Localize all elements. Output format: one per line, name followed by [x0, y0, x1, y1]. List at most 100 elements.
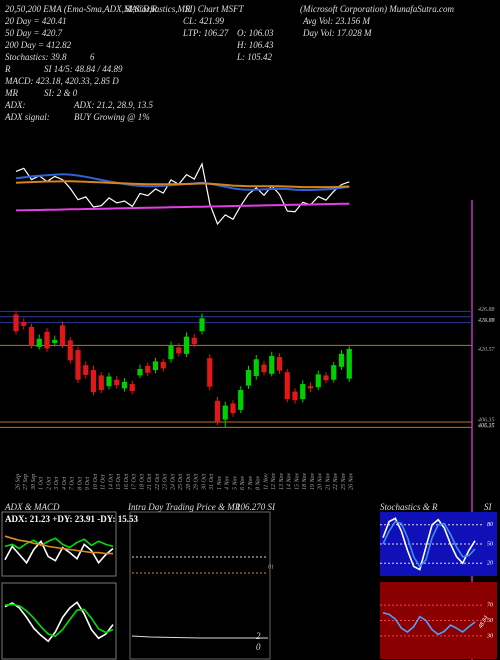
header-text: 20,50,200 EMA (Ema-Sma,ADX,MACD,R — [5, 4, 158, 14]
y-tick-label: 30 — [486, 633, 493, 639]
header-text: ADX: — [4, 100, 26, 110]
header-text: O: 106.03 — [237, 28, 274, 38]
candle-body — [13, 314, 19, 332]
header-text: orporation) MunafaSutra.com — [345, 4, 454, 14]
x-tick-label: 11 Nov — [263, 473, 269, 490]
x-tick-label: 28 Oct — [186, 474, 192, 490]
header-text: MR — [4, 88, 18, 98]
candle-body — [338, 353, 345, 367]
x-tick-label: 15 Nov — [294, 472, 300, 490]
level-label: 425.88 — [478, 317, 495, 324]
x-tick-label: 9 Oct — [85, 477, 91, 490]
x-tick-label: 7 Nov — [248, 475, 254, 490]
adx-box — [1, 511, 117, 577]
candle-body — [83, 365, 89, 375]
header-text: H: 106.43 — [236, 40, 274, 50]
header-text: 50 Day = 420.7 — [5, 28, 63, 38]
x-tick-label: 23 Oct — [163, 474, 169, 490]
candle-body — [98, 375, 104, 390]
candle-body — [261, 364, 267, 373]
candle-body — [28, 326, 35, 346]
x-tick-label: 14 Nov — [286, 472, 293, 490]
candle-body — [59, 325, 66, 346]
intraday-subtitle: 106.270 SI — [236, 502, 276, 512]
header-text: ADX signal: — [4, 112, 50, 122]
candle-body — [160, 361, 166, 369]
candle-body — [315, 374, 321, 388]
candle-body — [21, 322, 27, 326]
x-tick-label: 12 Nov — [271, 472, 277, 490]
x-tick-label: 10 Oct — [93, 474, 99, 490]
indicator-line — [382, 612, 476, 636]
candle-body — [346, 349, 352, 379]
close-line — [15, 162, 350, 226]
x-tick-label: 1 Nov — [217, 475, 223, 490]
candle-body — [292, 391, 298, 401]
x-tick-label: 26 Sep — [15, 474, 21, 490]
indicator-line — [4, 537, 114, 550]
x-tick-label: 4 Oct — [61, 477, 68, 490]
header-text: Stochastics: 39.8 — [5, 52, 67, 62]
x-tick-label: 20 Nov — [318, 472, 324, 490]
x-tick-label: 2 Oct — [46, 477, 52, 490]
x-tick-label: 21 Nov — [325, 472, 331, 490]
intraday-note: 01 — [268, 564, 274, 570]
y-tick-label: 70 — [487, 602, 493, 608]
x-tick-label: 29 Oct — [194, 474, 200, 490]
adx-title: ADX & MACD — [4, 502, 60, 512]
candle-body — [214, 400, 221, 422]
stoch-title: Stochastics & R — [380, 502, 438, 512]
header-text: MACD: 423.18, 420.33, 2.85 D — [4, 76, 119, 86]
candle-body — [121, 381, 128, 389]
x-tick-label: 19 Nov — [310, 472, 316, 490]
ema-line — [15, 202, 350, 212]
header-text: SI) Chart MSFT — [185, 4, 244, 14]
candle-body — [269, 356, 275, 374]
intraday-note: 2 — [256, 631, 261, 641]
candle-body — [67, 340, 73, 361]
candle-body — [253, 359, 259, 376]
y-tick-label: 50 — [487, 541, 493, 547]
header-text: LTP: 106.27 — [182, 28, 229, 38]
candle-body — [106, 376, 112, 387]
intraday-note: 0 — [256, 642, 261, 652]
header-text: SI: 2 & 0 — [44, 88, 78, 98]
level-label: 406.35 — [478, 416, 495, 423]
candle-body — [307, 386, 314, 389]
x-tick-label: 11 Oct — [101, 474, 107, 490]
candle-body — [176, 347, 182, 354]
candle-body — [230, 403, 236, 414]
header-text: R — [4, 64, 11, 74]
x-tick-label: 30 Oct — [201, 474, 207, 491]
level-label: 406.35 — [478, 422, 495, 429]
macd-box — [1, 582, 117, 660]
level-label: 405.35 — [478, 422, 495, 429]
x-tick-label: 7 Oct — [70, 477, 76, 490]
indicator-line — [4, 539, 114, 565]
x-tick-label: 14 Oct — [107, 474, 114, 490]
candle-body — [183, 336, 190, 354]
candle-body — [222, 405, 228, 420]
header-text: ADX: 21.2, 28.9, 13.5 — [73, 100, 153, 110]
header-text: 200 Day = 412.82 — [5, 40, 72, 50]
candle-body — [145, 365, 151, 373]
x-tick-label: 8 Nov — [256, 475, 262, 490]
x-tick-label: 16 Oct — [124, 474, 130, 490]
x-tick-label: 18 Oct — [139, 474, 145, 490]
y-tick-label: 80 — [487, 522, 493, 528]
stoch-subtitle: SI — [484, 502, 493, 512]
x-tick-label: 27 Sep — [23, 474, 29, 490]
header-text: 20 Day = 420.41 — [5, 16, 67, 26]
x-tick-label: 17 Oct — [132, 474, 138, 490]
intraday-title: Intra Day Trading Price & MR — [127, 502, 241, 512]
candle-body — [44, 331, 50, 349]
candle-body — [331, 365, 337, 380]
header-text: Day Vol: 17.028 M — [302, 28, 372, 38]
candle-body — [129, 384, 135, 392]
x-tick-label: 25 Oct — [178, 474, 184, 490]
x-tick-label: 13 Nov — [279, 472, 285, 490]
level-label: 420.57 — [478, 346, 496, 353]
header-text: L: 105.42 — [236, 52, 273, 62]
indicator-line — [4, 603, 114, 637]
